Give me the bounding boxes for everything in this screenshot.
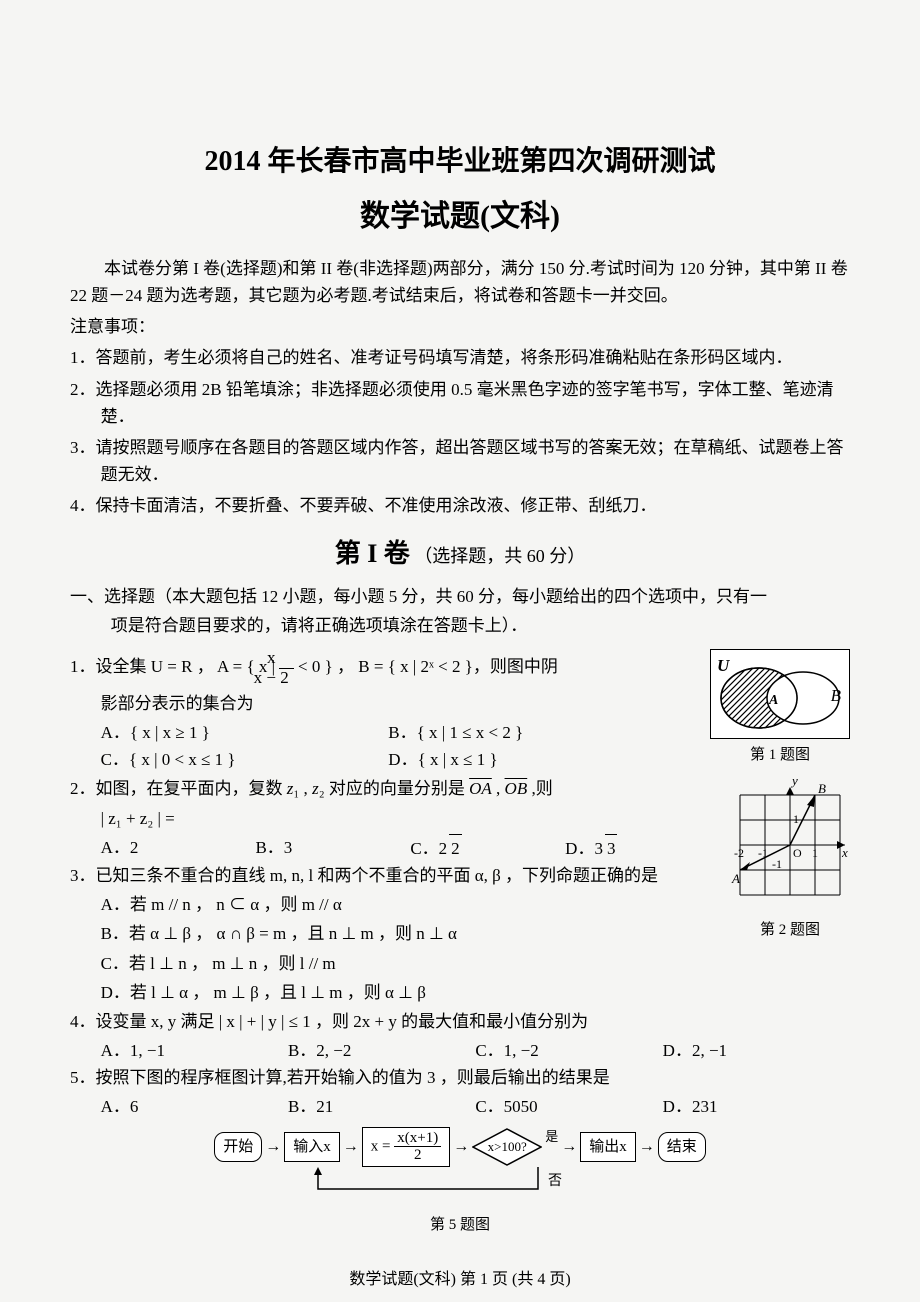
q1-figure: U A B 第 1 题图 bbox=[710, 649, 850, 767]
q2-fig-label: 第 2 题图 bbox=[730, 918, 850, 942]
q4-opt-d: D．2, −1 bbox=[663, 1037, 850, 1064]
q1-opt-d: D．{ x | x ≤ 1 } bbox=[388, 746, 676, 773]
part-big: 第 I 卷 bbox=[335, 539, 410, 568]
notice-4: 4．保持卡面清洁，不要折叠、不要弄破、不准使用涂改液、修正带、刮纸刀． bbox=[70, 492, 850, 519]
q1-stem-b: < 0 } ， B = { x | 2ˣ < 2 }，则图中阴 bbox=[298, 658, 558, 677]
svg-text:y: y bbox=[790, 775, 798, 788]
q1-opt-c: C．{ x | 0 < x ≤ 1 } bbox=[101, 746, 389, 773]
q1-fraction: x x − 2 bbox=[279, 649, 294, 687]
page-footer: 数学试题(文科) 第 1 页 (共 4 页) bbox=[70, 1267, 850, 1293]
q2-opt-a: A．2 bbox=[101, 834, 256, 862]
svg-text:1: 1 bbox=[793, 812, 799, 826]
q1-options: A．{ x | x ≥ 1 } B．{ x | 1 ≤ x < 2 } C．{ … bbox=[70, 719, 700, 773]
q4-opt-b: B．2, −2 bbox=[288, 1037, 475, 1064]
section-head-line2: 项是符合题目要求的，请将正确选项填涂在答题卡上）． bbox=[70, 612, 850, 639]
flow-calc-lhs: x = bbox=[371, 1138, 391, 1154]
flow-start: 开始 bbox=[214, 1132, 262, 1162]
svg-text:O: O bbox=[793, 846, 802, 860]
flow-loop-svg: 否 bbox=[70, 1167, 850, 1207]
q2-figure: y x B A O 1 -1 -2 1 -1 第 2 题图 bbox=[730, 775, 850, 941]
flow-input: 输入x bbox=[284, 1132, 340, 1162]
q2-opt-d: D．33 bbox=[565, 834, 720, 862]
q1-frac-den: x − 2 bbox=[279, 669, 294, 688]
intro-text: 本试卷分第 I 卷(选择题)和第 II 卷(非选择题)两部分，满分 150 分.… bbox=[70, 255, 850, 309]
arrow-icon: → bbox=[453, 1134, 469, 1160]
flow-calc-frac: x(x+1) 2 bbox=[394, 1130, 441, 1164]
q5-opt-a: A．6 bbox=[101, 1093, 288, 1120]
q5-opt-c: C．5050 bbox=[475, 1093, 662, 1120]
q5-opt-d: D．231 bbox=[663, 1093, 850, 1120]
q1-stem: 1．设全集 U = R ， A = { x | x x − 2 < 0 } ， … bbox=[70, 649, 700, 687]
q1-stem-a: 1．设全集 U = R ， A = { x | bbox=[70, 658, 279, 677]
question-2-row: 2．如图，在复平面内，复数 z₁ , z₂ 对应的向量分别是 OA , OB ,… bbox=[70, 775, 850, 1008]
q4-opt-c: C．1, −2 bbox=[475, 1037, 662, 1064]
exam-title-line1: 2014 年长春市高中毕业班第四次调研测试 bbox=[70, 140, 850, 185]
svg-text:-2: -2 bbox=[734, 846, 744, 860]
flow-calc-den: 2 bbox=[394, 1147, 441, 1164]
notice-2: 2．选择题必须用 2B 铅笔填涂；非选择题必须使用 0.5 毫米黑色字迹的签字笔… bbox=[70, 376, 850, 430]
q1-fig-label: 第 1 题图 bbox=[710, 743, 850, 767]
q4-opt-a: A．1, −1 bbox=[101, 1037, 288, 1064]
part-small: （选择题，共 60 分） bbox=[414, 546, 585, 566]
venn-b-label: B bbox=[831, 682, 841, 709]
arrow-icon: → bbox=[561, 1134, 577, 1160]
notice-1: 1．答题前，考生必须将自己的姓名、准考证号码填写清楚，将条形码准确粘贴在条形码区… bbox=[70, 344, 850, 371]
q2-line2: | z₁ + z₂ | = bbox=[70, 805, 720, 832]
q5-stem: 5．按照下图的程序框图计算,若开始输入的值为 3 ，则最后输出的结果是 bbox=[70, 1064, 850, 1091]
q3-stem: 3．已知三条不重合的直线 m, n, l 和两个不重合的平面 α, β ，下列命… bbox=[70, 862, 720, 889]
svg-text:1: 1 bbox=[812, 846, 818, 860]
flow-calc-num: x(x+1) bbox=[394, 1130, 441, 1148]
q5-flowchart: 开始 → 输入x → x = x(x+1) 2 → x>100? 是 → 输出x… bbox=[70, 1127, 850, 1207]
q3-opt-d: D．若 l ⊥ α ， m ⊥ β ，且 l ⊥ m ，则 α ⊥ β bbox=[70, 979, 720, 1006]
notice-3: 3．请按照题号顺序在各题目的答题区域内作答，超出答题区域书写的答案无效；在草稿纸… bbox=[70, 434, 850, 488]
notice-heading: 注意事项： bbox=[70, 313, 850, 340]
q4-stem: 4．设变量 x, y 满足 | x | + | y | ≤ 1 ，则 2x + … bbox=[70, 1008, 850, 1035]
q1-opt-b: B．{ x | 1 ≤ x < 2 } bbox=[388, 719, 676, 746]
svg-text:x: x bbox=[841, 845, 848, 860]
q2-opt-b: B．3 bbox=[255, 834, 410, 862]
flow-cond-text: x>100? bbox=[472, 1137, 542, 1158]
q2-stem: 2．如图，在复平面内，复数 z₁ , z₂ 对应的向量分别是 OA , OB ,… bbox=[70, 775, 720, 802]
q3-opt-c: C．若 l ⊥ n ， m ⊥ n ，则 l // m bbox=[70, 950, 720, 977]
q3-opt-b: B．若 α ⊥ β ， α ∩ β = m ，且 n ⊥ m ，则 n ⊥ α bbox=[70, 920, 720, 947]
flow-decision: x>100? bbox=[472, 1128, 542, 1166]
q2-grid-svg: y x B A O 1 -1 -2 1 -1 bbox=[730, 775, 850, 905]
svg-text:A: A bbox=[731, 871, 740, 886]
part-title: 第 I 卷 （选择题，共 60 分） bbox=[70, 533, 850, 575]
q1-frac-num: x bbox=[279, 649, 294, 669]
arrow-icon: → bbox=[343, 1134, 359, 1160]
q5-options: A．6 B．21 C．5050 D．231 bbox=[70, 1093, 850, 1120]
q2-options: A．2 B．3 C．22 D．33 bbox=[70, 834, 720, 862]
flow-yes-label: 是 bbox=[545, 1127, 558, 1148]
question-1-row: 1．设全集 U = R ， A = { x | x x − 2 < 0 } ， … bbox=[70, 649, 850, 775]
q5-fig-label: 第 5 题图 bbox=[70, 1213, 850, 1237]
venn-u-label: U bbox=[717, 652, 729, 679]
svg-text:否: 否 bbox=[548, 1174, 562, 1189]
q5-opt-b: B．21 bbox=[288, 1093, 475, 1120]
flow-end: 结束 bbox=[658, 1132, 706, 1162]
venn-a-label: A bbox=[769, 690, 778, 712]
svg-text:-1: -1 bbox=[758, 846, 768, 860]
venn-diagram: U A B bbox=[710, 649, 850, 739]
section-head-line1: 一、选择题（本大题包括 12 小题，每小题 5 分，共 60 分，每小题给出的四… bbox=[70, 583, 850, 610]
q2-opt-c: C．22 bbox=[410, 834, 565, 862]
flow-calc: x = x(x+1) 2 bbox=[362, 1127, 450, 1167]
arrow-icon: → bbox=[265, 1134, 281, 1160]
q4-options: A．1, −1 B．2, −2 C．1, −2 D．2, −1 bbox=[70, 1037, 850, 1064]
flow-output: 输出x bbox=[580, 1132, 636, 1162]
q3-opt-a: A．若 m // n ， n ⊂ α ，则 m // α bbox=[70, 891, 720, 918]
q1-opt-a: A．{ x | x ≥ 1 } bbox=[101, 719, 389, 746]
svg-text:-1: -1 bbox=[772, 857, 782, 871]
exam-title-line2: 数学试题(文科) bbox=[70, 193, 850, 241]
svg-text:B: B bbox=[818, 781, 826, 796]
arrow-icon: → bbox=[639, 1134, 655, 1160]
q1-line2: 影部分表示的集合为 bbox=[70, 690, 700, 717]
